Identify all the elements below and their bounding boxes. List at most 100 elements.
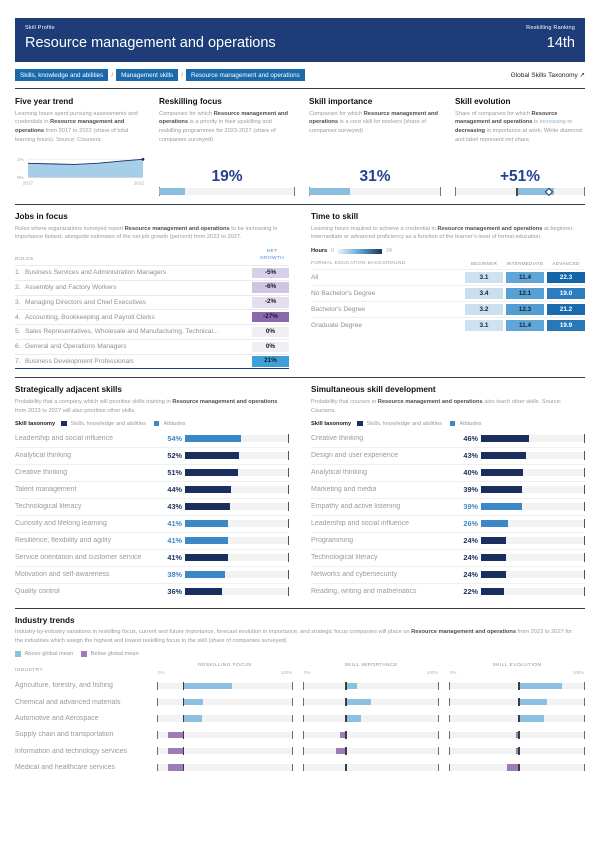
eyebrow-reskilling-ranking: Reskilling Ranking bbox=[526, 25, 575, 31]
axis-start-tick bbox=[157, 731, 158, 739]
axis-end-tick bbox=[584, 747, 585, 755]
skill-bar-fill bbox=[185, 452, 240, 459]
legend-item-label: Skills, knowledge and abilities bbox=[366, 420, 442, 427]
bar-track bbox=[303, 682, 439, 690]
job-rank: 1. bbox=[15, 269, 21, 277]
description-text: Resource management and operations bbox=[124, 225, 230, 232]
skill-bar-track bbox=[481, 553, 585, 562]
jobs-and-time-section: Jobs in focus Roles where organizations … bbox=[15, 205, 585, 377]
section-description: Industry-by-industry variations in reski… bbox=[15, 628, 575, 646]
industry-bar-fill bbox=[515, 731, 519, 739]
net-growth-badge: -27% bbox=[252, 311, 289, 323]
section-description: Companies for which Resource management … bbox=[309, 110, 441, 136]
hours-cell: 12.3 bbox=[506, 304, 544, 316]
description-text: Resource management and operations bbox=[159, 110, 288, 126]
axis-max-label: 100% bbox=[572, 669, 584, 675]
skill-bar-track bbox=[185, 485, 289, 494]
industry-trends-section: Industry trends Industry-by-industry var… bbox=[15, 609, 585, 776]
industry-label: Information and technology services bbox=[15, 747, 128, 755]
breadcrumb-chip[interactable]: Skills, knowledge and abilities bbox=[15, 69, 109, 81]
five-year-trend-chart: 1% 0% 2017 2022 bbox=[15, 152, 145, 195]
section-title: Five year trend bbox=[15, 97, 74, 106]
svg-text:2017: 2017 bbox=[23, 181, 34, 186]
axis-end-tick bbox=[292, 682, 293, 690]
education-column-header: FORMAL EDUCATION BACKGROUND bbox=[311, 261, 406, 267]
beginner-column-header: BEGINNER bbox=[470, 261, 498, 267]
skill-bar-track bbox=[185, 553, 289, 562]
industry-bar-fill bbox=[518, 682, 562, 690]
legend-swatch bbox=[153, 420, 160, 427]
skill-bar-fill bbox=[481, 554, 506, 561]
hours-label: Hours bbox=[311, 248, 328, 255]
industry-bar-cell bbox=[303, 747, 439, 755]
jobs-table-row: 5. Sales Representatives, Wholesale and M… bbox=[15, 324, 289, 339]
section-description: Share of companies for which Resource ma… bbox=[455, 110, 585, 145]
global-mean-tick bbox=[182, 682, 185, 690]
net-growth-badge: 0% bbox=[252, 341, 289, 353]
axis-min-label: 0% bbox=[450, 669, 457, 675]
global-mean-tick bbox=[182, 731, 185, 739]
bar-track bbox=[303, 714, 439, 723]
bar-track bbox=[303, 731, 439, 739]
industry-label: Medical and healthcare services bbox=[15, 763, 115, 771]
axis-start-tick bbox=[157, 698, 158, 706]
skill-value: 39% bbox=[463, 485, 478, 495]
skill-label: Creative thinking bbox=[311, 435, 364, 443]
reskilling-rank-value: 14th bbox=[546, 35, 575, 51]
skill-bar-fill bbox=[185, 503, 230, 510]
axis-end-tick bbox=[438, 763, 439, 772]
skill-bar-track bbox=[481, 434, 585, 443]
skill-bar-fill bbox=[185, 588, 223, 595]
axis-start-tick bbox=[157, 714, 158, 723]
industry-bar-cell bbox=[449, 747, 585, 755]
skill-bar-row: Technological literacy 24% bbox=[311, 548, 585, 566]
bar-track bbox=[157, 682, 293, 690]
global-mean-tick bbox=[345, 731, 347, 739]
description-text: Industry-by-industry variations in reski… bbox=[15, 629, 412, 636]
skill-label: Quality control bbox=[15, 588, 60, 596]
description-text: at beginner, intermediate or advanced pr… bbox=[311, 225, 574, 241]
industry-bar-cell bbox=[303, 731, 439, 739]
skill-bar-fill bbox=[481, 452, 526, 459]
page-title: Resource management and operations bbox=[25, 35, 276, 51]
industry-row: Automotive and Aerospace bbox=[15, 710, 585, 726]
eyebrow-skill-profile: Skill Profile bbox=[25, 25, 55, 31]
breadcrumb-chip[interactable]: Management skills bbox=[116, 69, 179, 81]
axis-start-tick bbox=[303, 682, 304, 690]
breadcrumb-chip[interactable]: Resource management and operations bbox=[185, 69, 305, 81]
job-role-label: 5. Sales Representatives, Wholesale and M… bbox=[15, 328, 219, 336]
industry-bar-cell bbox=[449, 731, 585, 739]
skill-bar-fill bbox=[481, 503, 522, 510]
skill-bar-row: Quality control 36% bbox=[15, 582, 289, 600]
legend-item-label: Attitudes bbox=[459, 420, 482, 427]
industry-bar-fill bbox=[345, 682, 358, 690]
industry-label: Supply chain and transportation bbox=[15, 731, 114, 739]
global-mean-tick bbox=[518, 747, 520, 755]
description-text: Roles where organizations surveyed repor… bbox=[15, 225, 125, 232]
hours-scale-legend: Hours 0 24 bbox=[311, 248, 585, 254]
axis-start-tick bbox=[449, 698, 450, 706]
industry-bar-fill bbox=[182, 698, 204, 706]
industry-label: Agriculture, forestry, and fishing bbox=[15, 682, 113, 690]
skill-bar-fill bbox=[481, 435, 529, 442]
page-header: Skill Profile Reskilling Ranking Resourc… bbox=[15, 18, 585, 62]
skill-label: Leadership and social influence bbox=[311, 520, 410, 528]
industry-label: Chemical and advanced materials bbox=[15, 698, 121, 706]
skill-value: 26% bbox=[463, 519, 478, 529]
skill-bar-fill bbox=[481, 520, 509, 527]
job-role-label: 4. Accounting, Bookkeeping and Payroll Cl… bbox=[15, 313, 155, 321]
global-skills-taxonomy-link[interactable]: Global Skills Taxonomy ↗ bbox=[510, 72, 585, 79]
axis-end-tick bbox=[438, 698, 439, 706]
job-rank: 2. bbox=[15, 284, 21, 292]
axis-end-tick bbox=[438, 747, 439, 755]
global-mean-tick bbox=[345, 714, 347, 723]
industry-row: Information and technology services bbox=[15, 743, 585, 759]
global-mean-tick bbox=[182, 714, 185, 723]
global-mean-tick bbox=[345, 698, 347, 706]
section-title: Skill evolution bbox=[455, 97, 511, 106]
skill-bar-row: Analytical thinking 40% bbox=[311, 463, 585, 481]
legend-swatch bbox=[449, 420, 456, 427]
job-rank: 3. bbox=[15, 298, 21, 306]
hours-cell: 12.1 bbox=[506, 288, 544, 300]
skill-bar-row: Empathy and active listening 39% bbox=[311, 497, 585, 515]
